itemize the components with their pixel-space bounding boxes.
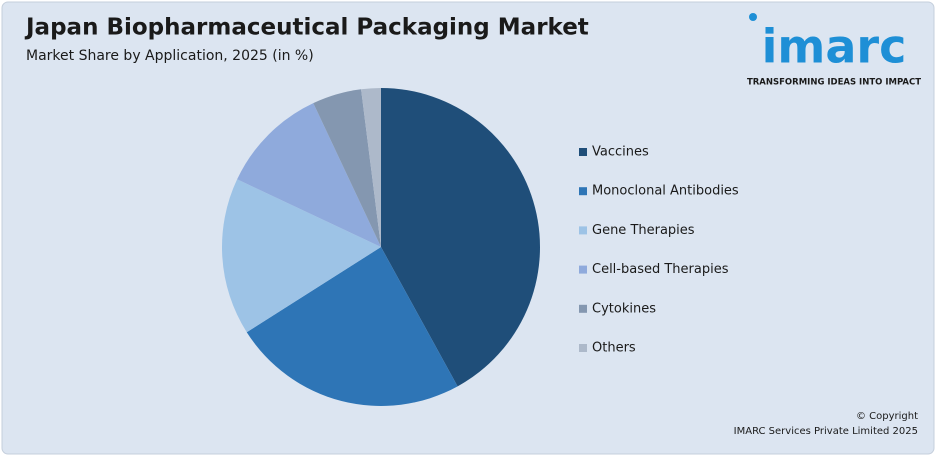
logo: imarc (762, 20, 907, 74)
pie-slice (246, 247, 458, 406)
pie-slice (313, 89, 381, 248)
legend-swatch (579, 226, 587, 235)
chart-subtitle: Market Share by Application, 2025 (in %) (26, 48, 314, 64)
legend-label: Monoclonal Antibodies (592, 184, 739, 199)
chart-title: Japan Biopharmaceutical Packaging Market (24, 15, 589, 41)
legend-swatch (579, 344, 587, 352)
pie-slice (361, 88, 381, 247)
pie-slice (381, 88, 540, 387)
pie-slice (237, 103, 381, 247)
logo-dot (749, 13, 757, 21)
legend-label: Gene Therapies (592, 223, 695, 238)
legend-label: Cell-based Therapies (592, 262, 729, 277)
logo-tagline: TRANSFORMING IDEAS INTO IMPACT (747, 78, 921, 88)
legend-swatch (579, 304, 587, 313)
legend-label: Cytokines (592, 301, 656, 316)
pie-slice (222, 179, 381, 333)
legend-label: Vaccines (592, 145, 649, 160)
legend-swatch (579, 148, 587, 156)
copyright: © Copyright (856, 411, 918, 422)
legend-label: Others (592, 341, 636, 356)
legend-swatch (579, 265, 587, 274)
copyright-owner: IMARC Services Private Limited 2025 (734, 426, 918, 437)
legend-swatch (579, 187, 587, 196)
